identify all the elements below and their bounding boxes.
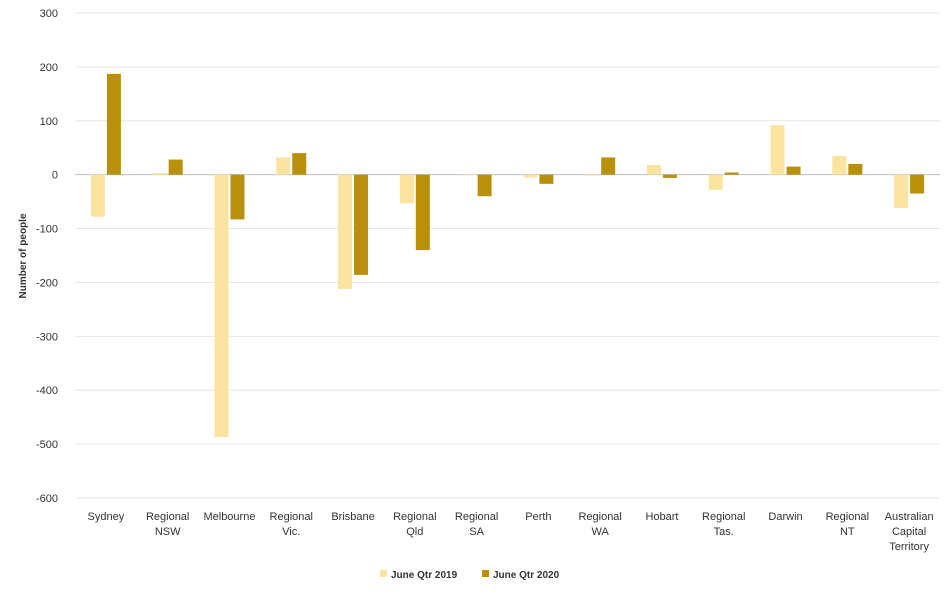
x-category-line: Regional [146,511,189,523]
x-category-line: Hobart [645,511,678,523]
y-axis-title: Number of people [18,213,29,298]
x-category-line: SA [469,526,484,538]
x-category-label: Regional Vic. [270,511,313,538]
bar-june-qtr-2020 [106,73,121,175]
bar-june-qtr-2019 [338,174,353,289]
legend-label: June Qtr 2020 [493,570,560,581]
legend-label: June Qtr 2019 [391,570,458,581]
x-category-line: Australian [885,511,934,523]
y-axis-ticks: 300 200 100 0 -100 -200 -300 -400 -500 -600 [36,8,58,505]
x-category-label: Brisbane [331,511,374,523]
x-category-line: Regional [702,511,745,523]
gridlines [75,12,940,499]
bar-june-qtr-2019 [770,125,785,175]
bar-june-qtr-2020 [786,166,801,175]
bar-june-qtr-2019 [646,164,661,175]
bar-june-qtr-2020 [292,153,307,175]
bar-june-qtr-2019 [585,174,600,176]
y-tick-label: -500 [36,439,58,451]
x-category-line: Regional [455,511,498,523]
bar-june-qtr-2019 [461,174,476,176]
legend-swatch [380,570,387,577]
bar-june-qtr-2020 [168,159,183,175]
x-category-line: Capital [892,526,926,538]
x-category-line: WA [592,526,610,538]
y-tick-label: 0 [52,170,58,182]
x-category-line: Regional [826,511,869,523]
x-category-line: Territory [889,541,929,553]
x-category-label: Hobart [645,511,678,523]
x-category-line: NT [840,526,855,538]
bar-june-qtr-2020 [477,174,492,197]
x-category-line: Sydney [88,511,125,523]
x-category-line: Vic. [282,526,300,538]
bar-june-qtr-2020 [910,174,925,194]
y-tick-label: 100 [40,116,58,128]
x-category-line: Brisbane [331,511,374,523]
bar-june-qtr-2019 [214,174,229,438]
x-category-label: Sydney [88,511,125,523]
bar-june-qtr-2019 [399,174,414,204]
bar-june-qtr-2020 [601,157,616,175]
x-category-line: NSW [155,526,181,538]
x-category-label: Regional Tas. [702,511,745,538]
y-tick-label: -300 [36,331,58,343]
bar-june-qtr-2019 [90,174,105,217]
x-category-line: Qld [406,526,423,538]
x-category-label: Melbourne [203,511,255,523]
bar-june-qtr-2020 [230,174,245,220]
bars [90,73,925,438]
x-category-label: Regional Qld [393,511,436,538]
bar-june-qtr-2019 [523,174,538,178]
y-tick-label: -600 [36,493,58,505]
x-category-label: Darwin [768,511,802,523]
bar-june-qtr-2020 [415,174,430,251]
x-category-line: Darwin [768,511,802,523]
x-category-label: Regional NT [826,511,869,538]
bar-june-qtr-2019 [832,155,847,175]
bar-june-qtr-2020 [724,172,739,175]
bar-june-qtr-2020 [354,174,369,275]
y-tick-label: -100 [36,224,58,236]
x-category-line: Tas. [714,526,734,538]
x-category-line: Regional [578,511,621,523]
y-tick-label: 200 [40,62,58,74]
x-category-label: Regional NSW [146,511,189,538]
x-category-line: Regional [393,511,436,523]
bar-june-qtr-2019 [708,174,723,190]
x-axis-categories: Sydney Regional NSW Melbourne Regional Vic. Br… [88,511,934,553]
legend-swatch [482,570,489,577]
bar-june-qtr-2019 [894,174,909,209]
x-category-label: Regional SA [455,511,498,538]
y-tick-label: -200 [36,277,58,289]
x-category-line: Regional [270,511,313,523]
x-category-line: Perth [525,511,551,523]
legend: June Qtr 2019 June Qtr 2020 [380,570,560,581]
x-category-label: Regional WA [578,511,621,538]
y-tick-label: 300 [40,8,58,20]
x-category-line: Melbourne [203,511,255,523]
bar-june-qtr-2020 [662,174,677,178]
bar-june-qtr-2019 [152,173,167,175]
x-category-label: Perth [525,511,551,523]
bar-june-qtr-2020 [848,163,863,175]
x-category-label: Australian Capital Territory [885,511,934,553]
y-tick-label: -400 [36,385,58,397]
bar-june-qtr-2020 [539,174,554,184]
bar-june-qtr-2019 [276,157,291,175]
